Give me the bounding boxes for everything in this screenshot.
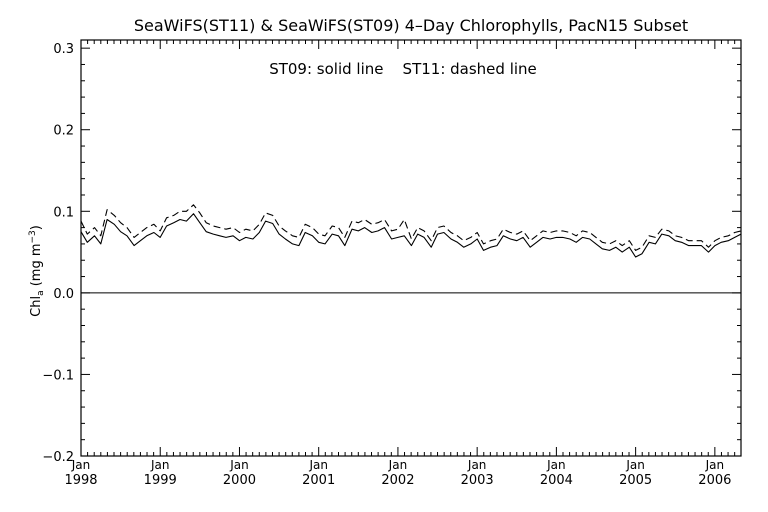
x-tick-month-label: Jan: [150, 458, 170, 472]
x-tick-month-label: Jan: [308, 458, 328, 472]
x-tick-month-label: Jan: [625, 458, 645, 472]
y-tick-label: −0.2: [42, 450, 74, 465]
series-line-st11: [80, 204, 742, 251]
y-tick-label: 0.3: [53, 42, 74, 57]
x-tick-month-label: Jan: [229, 458, 249, 472]
y-tick-label: 0.0: [53, 287, 74, 302]
y-label-subscript: a: [36, 290, 46, 296]
y-label-superscript: −3: [28, 230, 38, 243]
x-tick-month-label: Jan: [705, 458, 725, 472]
x-tick-month-label: Jan: [71, 458, 91, 472]
x-tick-year-label: 2000: [223, 473, 256, 488]
x-tick-year-label: 2005: [619, 473, 652, 488]
x-tick-year-label: 2001: [302, 473, 335, 488]
series-line-st09: [80, 213, 742, 258]
line-style-annotation: ST09: solid line ST11: dashed line: [269, 60, 537, 78]
y-label-base: Chl: [29, 296, 44, 317]
y-label-units-close: ): [29, 225, 44, 230]
x-tick-month-label: Jan: [467, 458, 487, 472]
y-tick-label: 0.2: [53, 124, 74, 139]
x-tick-year-label: 2004: [540, 473, 573, 488]
x-tick-year-label: 2003: [461, 473, 494, 488]
x-tick-month-label: Jan: [546, 458, 566, 472]
x-tick-year-label: 1999: [144, 473, 177, 488]
plot-frame: [80, 39, 742, 457]
chart-title: SeaWiFS(ST11) & SeaWiFS(ST09) 4–Day Chlo…: [134, 16, 688, 35]
y-tick-label: −0.1: [42, 368, 74, 383]
x-tick-year-label: 1998: [64, 473, 97, 488]
y-label-units-open: (mg m: [29, 243, 44, 290]
y-axis-label: Chla (mg m−3): [28, 225, 46, 317]
y-tick-label: 0.1: [53, 205, 74, 220]
x-tick-year-label: 2006: [698, 473, 731, 488]
x-tick-month-label: Jan: [388, 458, 408, 472]
x-tick-year-label: 2002: [381, 473, 414, 488]
